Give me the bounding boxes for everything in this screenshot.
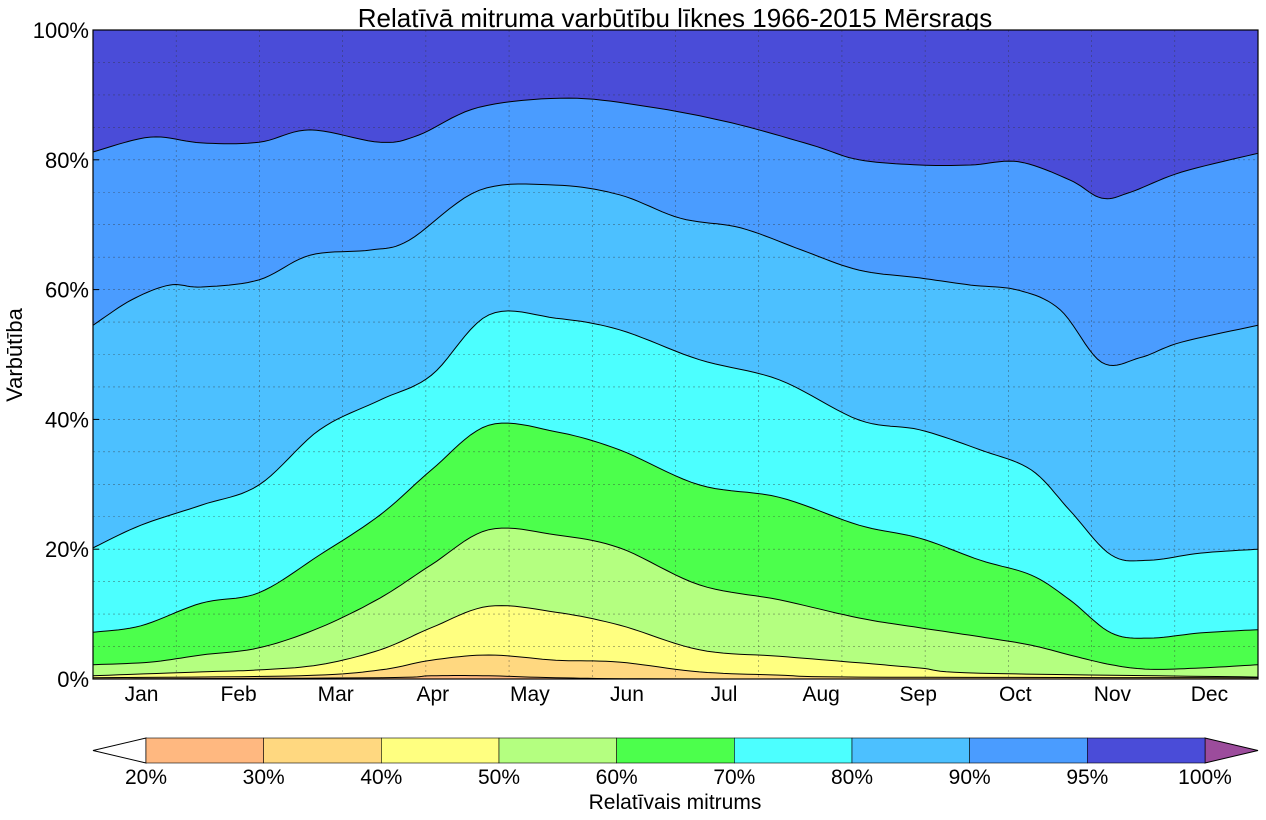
y-tick-label: 0% xyxy=(57,667,89,692)
curve-50% xyxy=(92,605,1259,678)
x-tick-label-nov: Nov xyxy=(1094,683,1132,706)
colorbar-tick-label: 60% xyxy=(596,766,638,789)
y-tick-label: 20% xyxy=(45,537,89,562)
colorbar-tick-label: 30% xyxy=(243,766,285,789)
band-80%-90% xyxy=(93,184,1258,561)
colorbar-segment xyxy=(734,737,853,764)
colorbar-segment xyxy=(969,737,1088,764)
y-tick-label: 100% xyxy=(33,18,89,43)
x-tick-label-jan: Jan xyxy=(125,683,159,706)
x-tick-label-sep: Sep xyxy=(900,683,937,706)
band-70%-80% xyxy=(93,310,1258,639)
colorbar-under-extension xyxy=(92,737,147,764)
colorbar-segment xyxy=(145,737,264,764)
x-tick-label-feb: Feb xyxy=(221,683,257,706)
y-axis-label: Varbūtība xyxy=(2,307,27,402)
colorbar-segment xyxy=(381,737,500,764)
colorbar-segment xyxy=(851,737,970,764)
x-tick-label-may: May xyxy=(510,683,550,706)
x-ticks: Jan Feb Mar Apr May Jun Jul Aug Sep Oct Nov Dec xyxy=(125,683,1229,706)
y-tick-label: 80% xyxy=(45,148,89,173)
x-tick-label-mar: Mar xyxy=(318,683,354,706)
colorbar: 20% 30% 40% 50% 60% 70% 80% 90% 95% 100% xyxy=(92,737,1259,789)
colorbar-segment xyxy=(616,737,735,764)
colorbar-over-extension xyxy=(1204,737,1259,764)
band-30%-40% xyxy=(93,655,1258,679)
plot-frame xyxy=(92,29,1259,680)
curve-40% xyxy=(92,654,1258,679)
y-tick-label: 60% xyxy=(45,278,89,303)
colorbar-segment xyxy=(498,737,617,764)
colorbar-label: Relatīvais mitrums xyxy=(589,791,762,814)
curve-95% xyxy=(92,97,1259,200)
chart-title: Relatīvā mitruma varbūtību līknes 1966-2… xyxy=(358,3,992,33)
x-tick-label-apr: Apr xyxy=(416,683,449,706)
curve-90% xyxy=(92,183,1259,367)
colorbar-segment xyxy=(263,737,382,764)
colorbar-tick-label: 40% xyxy=(360,766,402,789)
x-tick-label-aug: Aug xyxy=(802,683,839,706)
colorbar-tick-label: 80% xyxy=(831,766,873,789)
colorbar-segment xyxy=(1087,737,1206,764)
band-90%-95% xyxy=(93,98,1258,366)
colorbar-tick-label: 90% xyxy=(949,766,991,789)
band-40%-50% xyxy=(93,605,1258,678)
x-tick-label-oct: Oct xyxy=(999,683,1032,706)
grid-lines xyxy=(93,30,1258,679)
colorbar-tick-label: 50% xyxy=(478,766,520,789)
curve-80% xyxy=(92,310,1259,562)
x-tick-label-dec: Dec xyxy=(1191,683,1228,706)
colorbar-tick-label: 100% xyxy=(1178,766,1232,789)
curve-60% xyxy=(92,527,1259,670)
colorbar-tick-label: 70% xyxy=(713,766,755,789)
y-tick-label: 40% xyxy=(45,407,89,432)
x-tick-label-jul: Jul xyxy=(711,683,738,706)
band-50%-60% xyxy=(93,528,1258,678)
colorbar-tick-label: 95% xyxy=(1066,766,1108,789)
colorbar-tick-label: 20% xyxy=(125,766,167,789)
band-95%-100% xyxy=(93,30,1258,199)
probability-curves xyxy=(92,97,1259,680)
y-ticks: 0% 20% 40% 60% 80% 100% xyxy=(33,18,99,692)
curve-70% xyxy=(92,422,1259,639)
x-tick-label-jun: Jun xyxy=(610,683,644,706)
